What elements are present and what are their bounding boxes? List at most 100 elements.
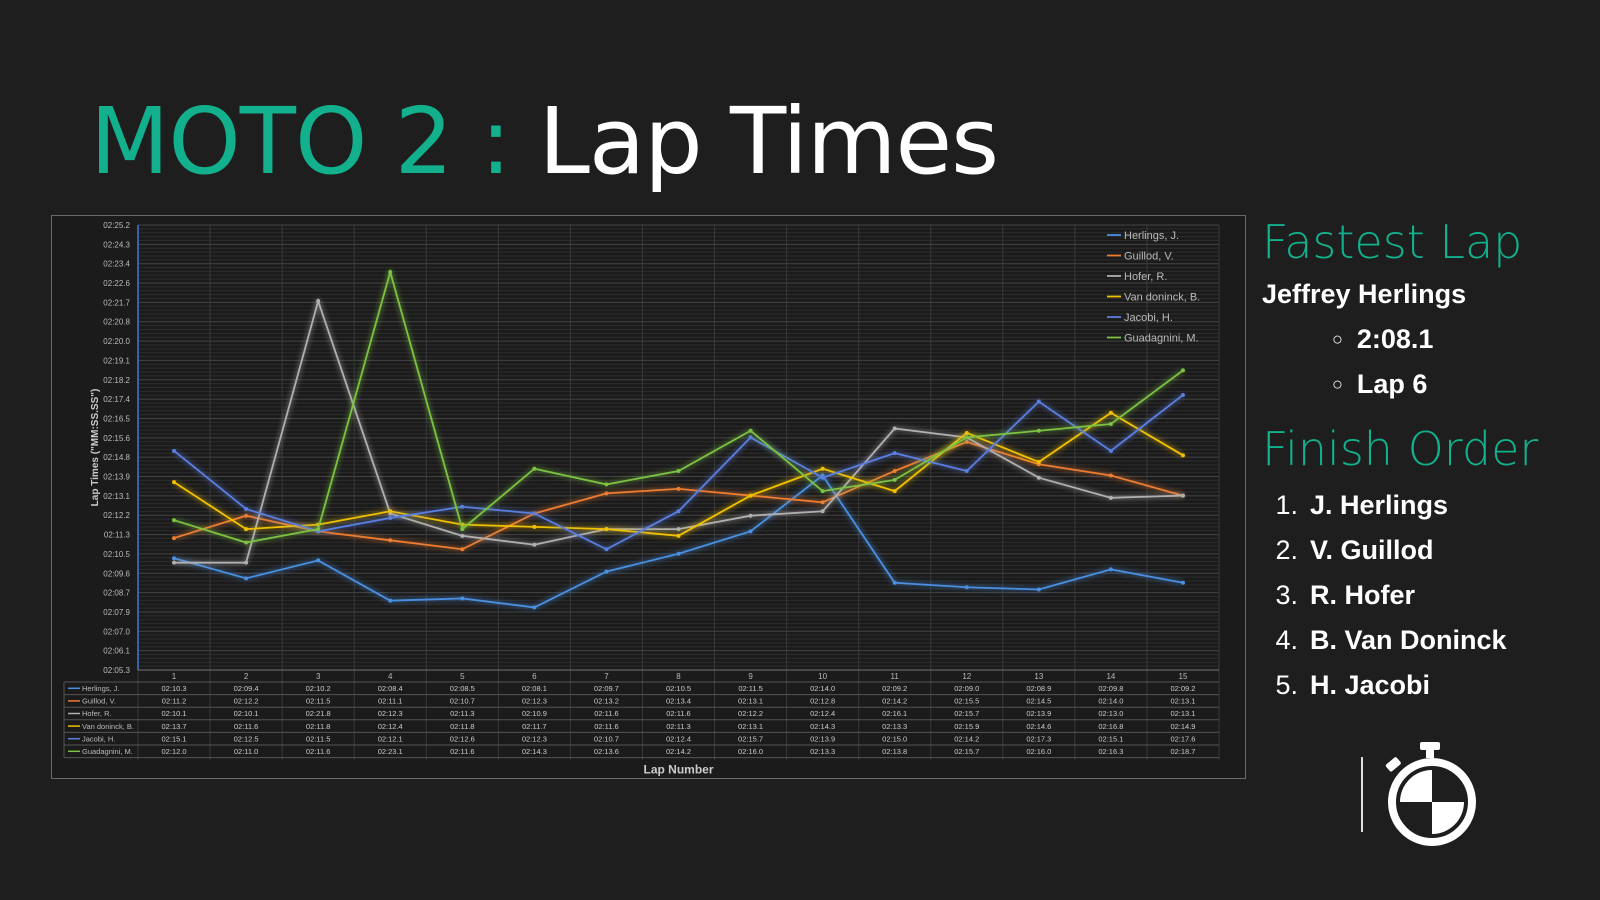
table-cell: 02:14.2 bbox=[882, 697, 907, 706]
table-cell: 02:16.0 bbox=[1026, 747, 1051, 756]
data-point bbox=[532, 466, 537, 471]
legend-label: Jacobi, H. bbox=[1124, 312, 1173, 324]
table-cell: 02:10.2 bbox=[306, 684, 331, 693]
table-cell: 02:16.0 bbox=[738, 747, 763, 756]
x-tick-label: 9 bbox=[748, 672, 753, 681]
table-cell: 02:13.3 bbox=[810, 747, 835, 756]
data-point bbox=[1036, 399, 1041, 404]
table-cell: 02:13.8 bbox=[882, 747, 907, 756]
data-point bbox=[1108, 567, 1113, 572]
data-point bbox=[388, 598, 393, 603]
data-point bbox=[388, 515, 393, 520]
table-cell: 02:16.3 bbox=[1098, 747, 1123, 756]
x-tick-label: 10 bbox=[818, 672, 827, 681]
table-cell: 02:12.8 bbox=[810, 697, 835, 706]
table-cell: 02:13.1 bbox=[738, 722, 763, 731]
finish-rider: V. Guillod bbox=[1310, 535, 1434, 565]
table-cell: 02:09.8 bbox=[1098, 684, 1123, 693]
data-point bbox=[820, 500, 825, 505]
title-rest: Lap Times bbox=[538, 88, 999, 195]
finish-item: 3. R. Hofer bbox=[1262, 580, 1592, 611]
data-point bbox=[964, 585, 969, 590]
table-cell: 02:08.5 bbox=[450, 684, 475, 693]
table-cell: 02:11.5 bbox=[738, 684, 762, 693]
data-point bbox=[604, 491, 609, 496]
table-cell: 02:14.2 bbox=[666, 747, 691, 756]
data-point bbox=[604, 482, 609, 487]
data-point bbox=[820, 466, 825, 471]
table-cell: 02:11.5 bbox=[306, 697, 330, 706]
x-tick-label: 11 bbox=[891, 672, 900, 681]
y-tick-label: 02:06.1 bbox=[103, 647, 130, 656]
table-cell: 02:10.7 bbox=[450, 697, 475, 706]
table-cell: 02:13.1 bbox=[738, 697, 763, 706]
table-cell: 02:17.3 bbox=[1026, 734, 1051, 743]
data-point bbox=[172, 560, 177, 565]
data-point bbox=[244, 527, 249, 532]
series-line bbox=[173, 474, 1184, 609]
table-cell: 02:11.6 bbox=[306, 747, 330, 756]
table-cell: 02:13.3 bbox=[882, 722, 907, 731]
y-tick-label: 02:16.5 bbox=[103, 414, 130, 423]
y-tick-label: 02:08.7 bbox=[103, 589, 130, 598]
legend-label: Van doninck, B. bbox=[1124, 292, 1200, 304]
y-tick-label: 02:05.3 bbox=[103, 666, 130, 675]
table-cell: 02:12.2 bbox=[234, 697, 259, 706]
table-cell: 02:21.8 bbox=[306, 709, 331, 718]
table-cell: 02:11.3 bbox=[450, 709, 474, 718]
data-point bbox=[1108, 495, 1113, 500]
data-point bbox=[460, 596, 465, 601]
data-point bbox=[892, 580, 897, 585]
data-point bbox=[172, 536, 177, 541]
table-cell: 02:11.6 bbox=[666, 709, 690, 718]
table-cell: 02:11.6 bbox=[450, 747, 474, 756]
data-point bbox=[604, 547, 609, 552]
finish-item: 1. J. Herlings bbox=[1262, 490, 1592, 521]
title-highlight: MOTO 2 : bbox=[90, 88, 511, 195]
table-cell: 02:10.1 bbox=[162, 709, 187, 718]
table-cell: 02:15.9 bbox=[954, 722, 979, 731]
side-panel: Fastest Lap Jeffrey Herlings ○ 2:08.1 ○ La… bbox=[1262, 215, 1592, 701]
x-tick-label: 8 bbox=[676, 672, 681, 681]
x-tick-label: 12 bbox=[962, 672, 971, 681]
data-point bbox=[388, 538, 393, 543]
table-cell: 02:13.6 bbox=[594, 747, 619, 756]
table-cell: 02:12.4 bbox=[378, 722, 403, 731]
bullet-icon: ○ bbox=[1332, 329, 1343, 349]
table-cell: 02:15.1 bbox=[162, 734, 187, 743]
table-cell: 02:16.1 bbox=[882, 709, 907, 718]
data-point bbox=[460, 527, 465, 532]
table-cell: 02:11.2 bbox=[162, 697, 186, 706]
data-point bbox=[748, 513, 753, 518]
y-tick-label: 02:07.0 bbox=[103, 627, 130, 636]
data-point bbox=[532, 524, 537, 529]
y-tick-label: 02:15.6 bbox=[103, 434, 130, 443]
x-tick-label: 13 bbox=[1034, 672, 1043, 681]
data-point bbox=[748, 435, 753, 440]
lap-times-chart: 02:25.2 02:24.3 02:23.4 02:22.6 02:21.7 02:20… bbox=[51, 215, 1246, 779]
finish-rank: 4. bbox=[1275, 625, 1298, 655]
data-point bbox=[1036, 460, 1041, 465]
bullet-icon: ○ bbox=[1332, 374, 1343, 394]
data-point bbox=[892, 468, 897, 473]
data-point bbox=[388, 509, 393, 514]
data-point bbox=[604, 569, 609, 574]
data-point bbox=[820, 489, 825, 494]
data-point bbox=[748, 529, 753, 534]
x-tick-label: 1 bbox=[172, 672, 177, 681]
table-cell: 02:15.7 bbox=[954, 747, 979, 756]
table-cell: 02:14.5 bbox=[1026, 697, 1051, 706]
data-point bbox=[1180, 368, 1185, 373]
table-series-name: Guadagnini, M. bbox=[82, 747, 133, 756]
table-cell: 02:18.7 bbox=[1170, 747, 1195, 756]
y-tick-label: 02:23.4 bbox=[103, 260, 130, 269]
table-cell: 02:12.4 bbox=[666, 734, 691, 743]
table-cell: 02:14.3 bbox=[810, 722, 835, 731]
x-tick-label: 4 bbox=[388, 672, 393, 681]
table-cell: 02:16.8 bbox=[1098, 722, 1123, 731]
x-tick-label: 15 bbox=[1179, 672, 1188, 681]
table-cell: 02:11.7 bbox=[522, 722, 546, 731]
data-point bbox=[1180, 493, 1185, 498]
y-tick-label: 02:11.3 bbox=[104, 531, 131, 540]
table-cell: 02:14.6 bbox=[1026, 722, 1051, 731]
